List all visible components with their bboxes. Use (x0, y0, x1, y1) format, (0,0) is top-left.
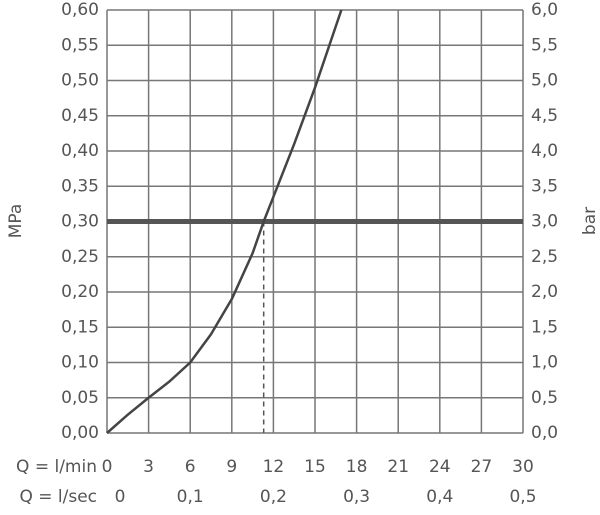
y-tick-label: 0,15 (61, 317, 99, 337)
x2-tick-label: 0,4 (426, 487, 453, 507)
y2-tick-label: 5,0 (531, 71, 558, 91)
x2-tick-label: 0,1 (177, 487, 204, 507)
x-tick-label: 24 (429, 457, 451, 477)
y2-tick-label: 2,0 (531, 282, 558, 302)
y-tick-label: 0,00 (61, 423, 99, 443)
y-tick-label: 0,10 (61, 353, 99, 373)
y-tick-label: 0,35 (61, 176, 99, 196)
y-tick-label: 0,30 (61, 212, 99, 232)
x-tick-label: 27 (471, 457, 493, 477)
y2-tick-label: 0,0 (531, 423, 558, 443)
x-tick-label: 3 (143, 457, 154, 477)
y-tick-label: 0,55 (61, 35, 99, 55)
y2-tick-label: 5,5 (531, 35, 558, 55)
y-tick-label: 0,40 (61, 141, 99, 161)
y-tick-label: 0,20 (61, 282, 99, 302)
x-tick-label: 15 (304, 457, 326, 477)
x-axis-label: Q = l/min (16, 457, 97, 477)
y-tick-label: 0,50 (61, 71, 99, 91)
y2-tick-label: 2,5 (531, 247, 558, 267)
x2-axis-label: Q = l/sec (19, 487, 97, 507)
x2-tick-label: 0,2 (260, 487, 287, 507)
y2-tick-label: 4,5 (531, 106, 558, 126)
y-tick-label: 0,45 (61, 106, 99, 126)
y2-tick-label: 0,5 (531, 388, 558, 408)
x2-tick-label: 0,5 (509, 487, 536, 507)
x-tick-label: 30 (512, 457, 534, 477)
x-tick-label: 6 (185, 457, 196, 477)
y2-tick-label: 1,0 (531, 353, 558, 373)
y-tick-label: 0,05 (61, 388, 99, 408)
x2-tick-label: 0,3 (343, 487, 370, 507)
y-axis-label: MPa (6, 204, 26, 239)
y-tick-label: 0,60 (61, 0, 99, 20)
y2-axis-label: bar (580, 207, 600, 235)
curve (106, 9, 343, 434)
y2-tick-label: 4,0 (531, 141, 558, 161)
y2-tick-label: 3,5 (531, 176, 558, 196)
x-tick-label: 21 (387, 457, 409, 477)
y2-tick-label: 1,5 (531, 317, 558, 337)
x-tick-label: 0 (102, 457, 113, 477)
y2-tick-label: 3,0 (531, 212, 558, 232)
y2-tick-label: 6,0 (531, 0, 558, 20)
y-tick-label: 0,25 (61, 247, 99, 267)
x2-tick-label: 0 (115, 487, 126, 507)
x-tick-label: 12 (263, 457, 285, 477)
x-tick-label: 18 (346, 457, 368, 477)
x-tick-label: 9 (226, 457, 237, 477)
